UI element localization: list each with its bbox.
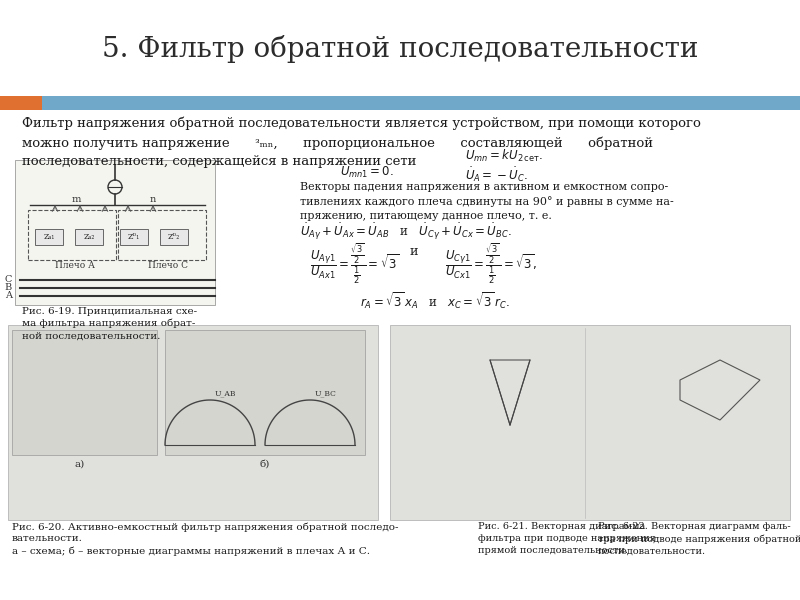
Text: Рис. 6-19. Принципиальная схе-
ма фильтра напряжения обрат-
ной последовательнос: Рис. 6-19. Принципиальная схе- ма фильтр…: [22, 307, 197, 340]
Text: $\dfrac{U_{A\gamma1}}{U_{Ax1}} = \dfrac{\frac{\sqrt{3}}{2}}{\frac{1}{2}} = \sqrt: $\dfrac{U_{A\gamma1}}{U_{Ax1}} = \dfrac{…: [310, 242, 399, 286]
Text: A: A: [5, 292, 12, 301]
Bar: [160, 229, 188, 245]
Text: Векторы падения напряжения в активном и емкостном сопро-
тивлениях каждого плеча: Векторы падения напряжения в активном и …: [300, 182, 674, 221]
Text: 5. Фильтр обратной последовательности: 5. Фильтр обратной последовательности: [102, 35, 698, 63]
Text: Zᴰ₂: Zᴰ₂: [168, 233, 180, 241]
Text: n: n: [150, 195, 156, 204]
Text: $\dot{U}_{mn} = k\dot{U}_{2\,\text{сет}}.$: $\dot{U}_{mn} = k\dot{U}_{2\,\text{сет}}…: [465, 145, 543, 164]
Text: Фильтр напряжения обратной последовательности является устройством, при помощи к: Фильтр напряжения обратной последователь…: [22, 117, 701, 168]
Bar: [120, 229, 148, 245]
Text: B: B: [5, 283, 12, 292]
Text: Плечо А: Плечо А: [55, 261, 95, 270]
Text: $U_{mn1}=0.$: $U_{mn1}=0.$: [340, 165, 394, 180]
Text: C: C: [5, 275, 12, 284]
Text: б): б): [260, 460, 270, 469]
Bar: [0, 96, 42, 110]
Bar: [390, 325, 790, 520]
Text: Zᴰ₁: Zᴰ₁: [128, 233, 140, 241]
Text: $\dfrac{U_{C\gamma1}}{U_{Cx1}} = \dfrac{\frac{\sqrt{3}}{2}}{\frac{1}{2}} = \sqrt: $\dfrac{U_{C\gamma1}}{U_{Cx1}} = \dfrac{…: [445, 242, 537, 286]
Bar: [15, 160, 215, 305]
Text: Zₐ₂: Zₐ₂: [83, 233, 94, 241]
Text: m: m: [72, 195, 82, 204]
Bar: [35, 229, 63, 245]
Text: Рис. 6-20. Активно-емкостный фильтр напряжения обратной последо-
вательности.
a : Рис. 6-20. Активно-емкостный фильтр напр…: [12, 522, 398, 556]
Text: U_AB: U_AB: [215, 389, 237, 397]
Text: U_BC: U_BC: [315, 389, 337, 397]
Bar: [8, 325, 378, 520]
Text: $r_A = \sqrt{3}\,x_A$   и   $x_C = \sqrt{3}\,r_C.$: $r_A = \sqrt{3}\,x_A$ и $x_C = \sqrt{3}\…: [360, 290, 510, 311]
Circle shape: [108, 180, 122, 194]
Text: Zₐ₁: Zₐ₁: [43, 233, 54, 241]
Bar: [165, 330, 365, 455]
Text: $\dot{U}_A=-\dot{U}_C.$: $\dot{U}_A=-\dot{U}_C.$: [465, 165, 528, 184]
Text: $\dot{U}_{A\gamma}+\dot{U}_{Ax}=\dot{U}_{AB}$   и   $\dot{U}_{C\gamma}+\dot{U}_{: $\dot{U}_{A\gamma}+\dot{U}_{Ax}=\dot{U}_…: [300, 222, 512, 242]
Bar: [28, 210, 116, 260]
Text: а): а): [75, 460, 85, 469]
Bar: [75, 229, 103, 245]
Text: Рис. 6-21. Векторная диаграмма
фильтра при подводе напряжения
прямой последовате: Рис. 6-21. Векторная диаграмма фильтра п…: [478, 522, 656, 554]
Bar: [118, 210, 206, 260]
Text: и: и: [410, 245, 418, 258]
Bar: [12, 330, 157, 455]
Bar: [42, 96, 800, 110]
Text: Рис. 6-22. Векторная диаграмм фаль-
тра при подводе напряжения обратной
последов: Рис. 6-22. Векторная диаграмм фаль- тра …: [598, 522, 800, 556]
Text: Плечо C: Плечо C: [148, 261, 188, 270]
